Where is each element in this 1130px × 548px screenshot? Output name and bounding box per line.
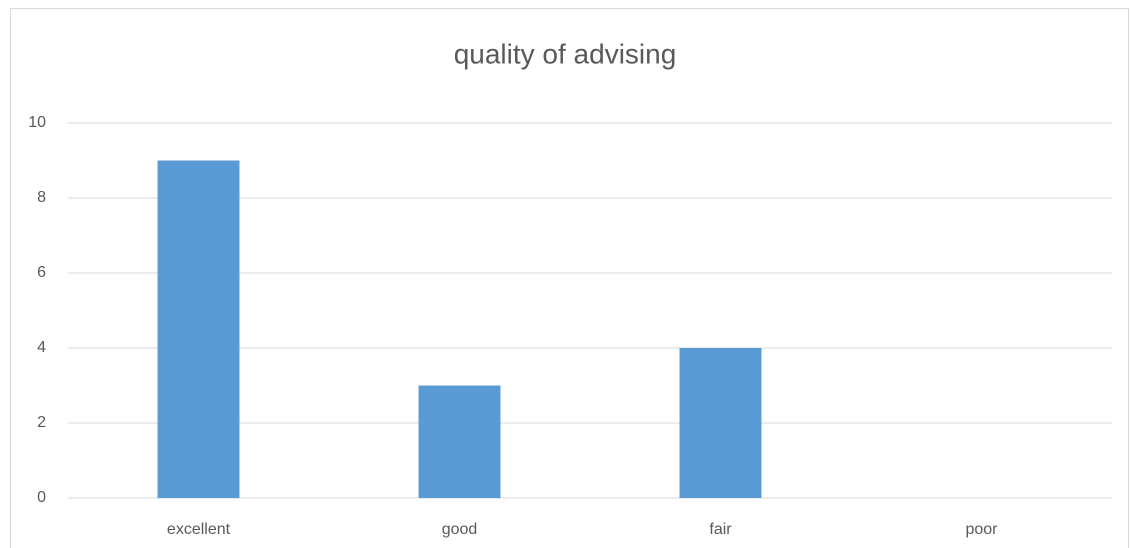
bar — [679, 348, 762, 498]
y-tick-label: 10 — [28, 114, 46, 131]
y-tick-label: 0 — [37, 489, 46, 506]
bar — [418, 385, 501, 498]
bar — [157, 160, 240, 498]
x-tick-label: fair — [709, 521, 732, 538]
x-tick-label: poor — [965, 521, 998, 538]
x-tick-label: good — [442, 521, 478, 538]
chart-title: quality of advising — [454, 38, 677, 69]
y-tick-label: 4 — [37, 339, 46, 356]
y-tick-label: 6 — [37, 264, 46, 281]
y-tick-label: 2 — [37, 414, 46, 431]
x-tick-label: excellent — [167, 521, 231, 538]
y-tick-label: 8 — [37, 189, 46, 206]
